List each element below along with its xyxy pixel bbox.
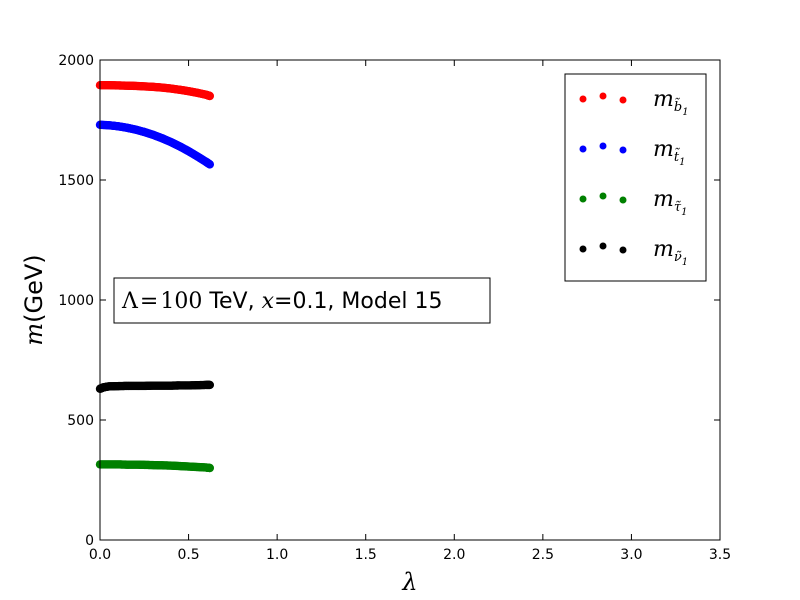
legend-label-sub: t̃ (674, 148, 680, 165)
series-2 (95, 460, 215, 473)
legend-label: mτ̃1 (653, 187, 687, 218)
ticks-layer: 0.0 0.5 1.0 1.5 2.0 2.5 3.0 3.5 0 500 1000 1500 2000 (58, 53, 731, 563)
y-axis-title-symbol: m (20, 323, 48, 346)
legend-marker (619, 146, 627, 154)
legend-label-subsub: 1 (682, 107, 688, 118)
data-layer (95, 81, 215, 473)
y-tick-label: 500 (67, 413, 94, 429)
series-3 (95, 380, 215, 393)
x-tick-label: 0.0 (89, 547, 111, 563)
legend-label-sub: τ̃ (674, 200, 682, 215)
y-axis-title-unit: (GeV) (20, 254, 48, 323)
legend-marker (579, 145, 587, 153)
x-tick-label: 2.0 (443, 547, 465, 563)
legend-label-sub: b̃ (674, 98, 682, 115)
series-0 (95, 81, 215, 101)
annotation-frame (113, 277, 491, 324)
annotation-equals: = (140, 289, 158, 314)
x-tick-label: 3.0 (620, 547, 642, 563)
annotation-rest: =0.1, Model 15 (274, 289, 442, 314)
x-tick-label: 1.5 (355, 547, 377, 563)
y-tick-label: 1000 (58, 293, 94, 309)
x-axis-title: λ (401, 568, 417, 596)
x-tick-label: 2.5 (532, 547, 554, 563)
legend-label-subsub: 1 (682, 257, 688, 268)
data-point (205, 160, 215, 169)
legend-marker (599, 92, 607, 100)
legend-label-main: m (653, 237, 674, 262)
annotation-box: Λ=100 TeV, x=0.1, Model 15 (113, 277, 491, 324)
y-tick-label: 1500 (58, 173, 94, 189)
legend-marker (599, 242, 607, 250)
legend-label-sub: ν̃ (674, 250, 682, 265)
legend: mb̃1mt̃1mτ̃1mν̃1 (564, 73, 707, 282)
legend-marker (579, 195, 587, 203)
annotation-unit: TeV, (202, 289, 261, 314)
annotation-x-symbol: x (262, 289, 275, 314)
y-tick-label: 0 (85, 533, 94, 549)
legend-marker (599, 192, 607, 200)
legend-label-subsub: 1 (681, 207, 687, 218)
legend-marker (619, 96, 627, 104)
data-point (205, 380, 215, 390)
legend-marker (619, 246, 627, 254)
series-1 (95, 120, 215, 169)
annotation-lambda: Λ (121, 289, 139, 314)
legend-label-main: m (653, 137, 674, 162)
annotation-text: Λ=100 TeV, x=0.1, Model 15 (121, 289, 442, 314)
legend-label: mν̃1 (653, 237, 688, 268)
x-tick-label: 1.0 (266, 547, 288, 563)
annotation-value: 100 (160, 289, 202, 314)
legend-marker (579, 95, 587, 103)
x-tick-label: 0.5 (177, 547, 199, 563)
y-axis-title: m(GeV) (20, 254, 48, 345)
y-tick-label: 2000 (58, 53, 94, 69)
legend-entry-3: mν̃1 (579, 237, 688, 268)
legend-marker (599, 142, 607, 150)
x-tick-label: 3.5 (709, 547, 731, 563)
legend-label-subsub: 1 (679, 157, 685, 168)
legend-entry-2: mτ̃1 (579, 187, 687, 218)
data-point (205, 463, 215, 473)
legend-label: mt̃1 (653, 137, 685, 168)
legend-entry-1: mt̃1 (579, 137, 685, 168)
legend-frame (564, 73, 707, 282)
legend-label: mb̃1 (653, 87, 689, 118)
legend-marker (619, 196, 627, 204)
data-point (205, 91, 215, 101)
legend-entry-0: mb̃1 (579, 87, 689, 118)
legend-marker (579, 245, 587, 253)
legend-label-main: m (653, 87, 674, 112)
legend-label-main: m (653, 187, 674, 212)
